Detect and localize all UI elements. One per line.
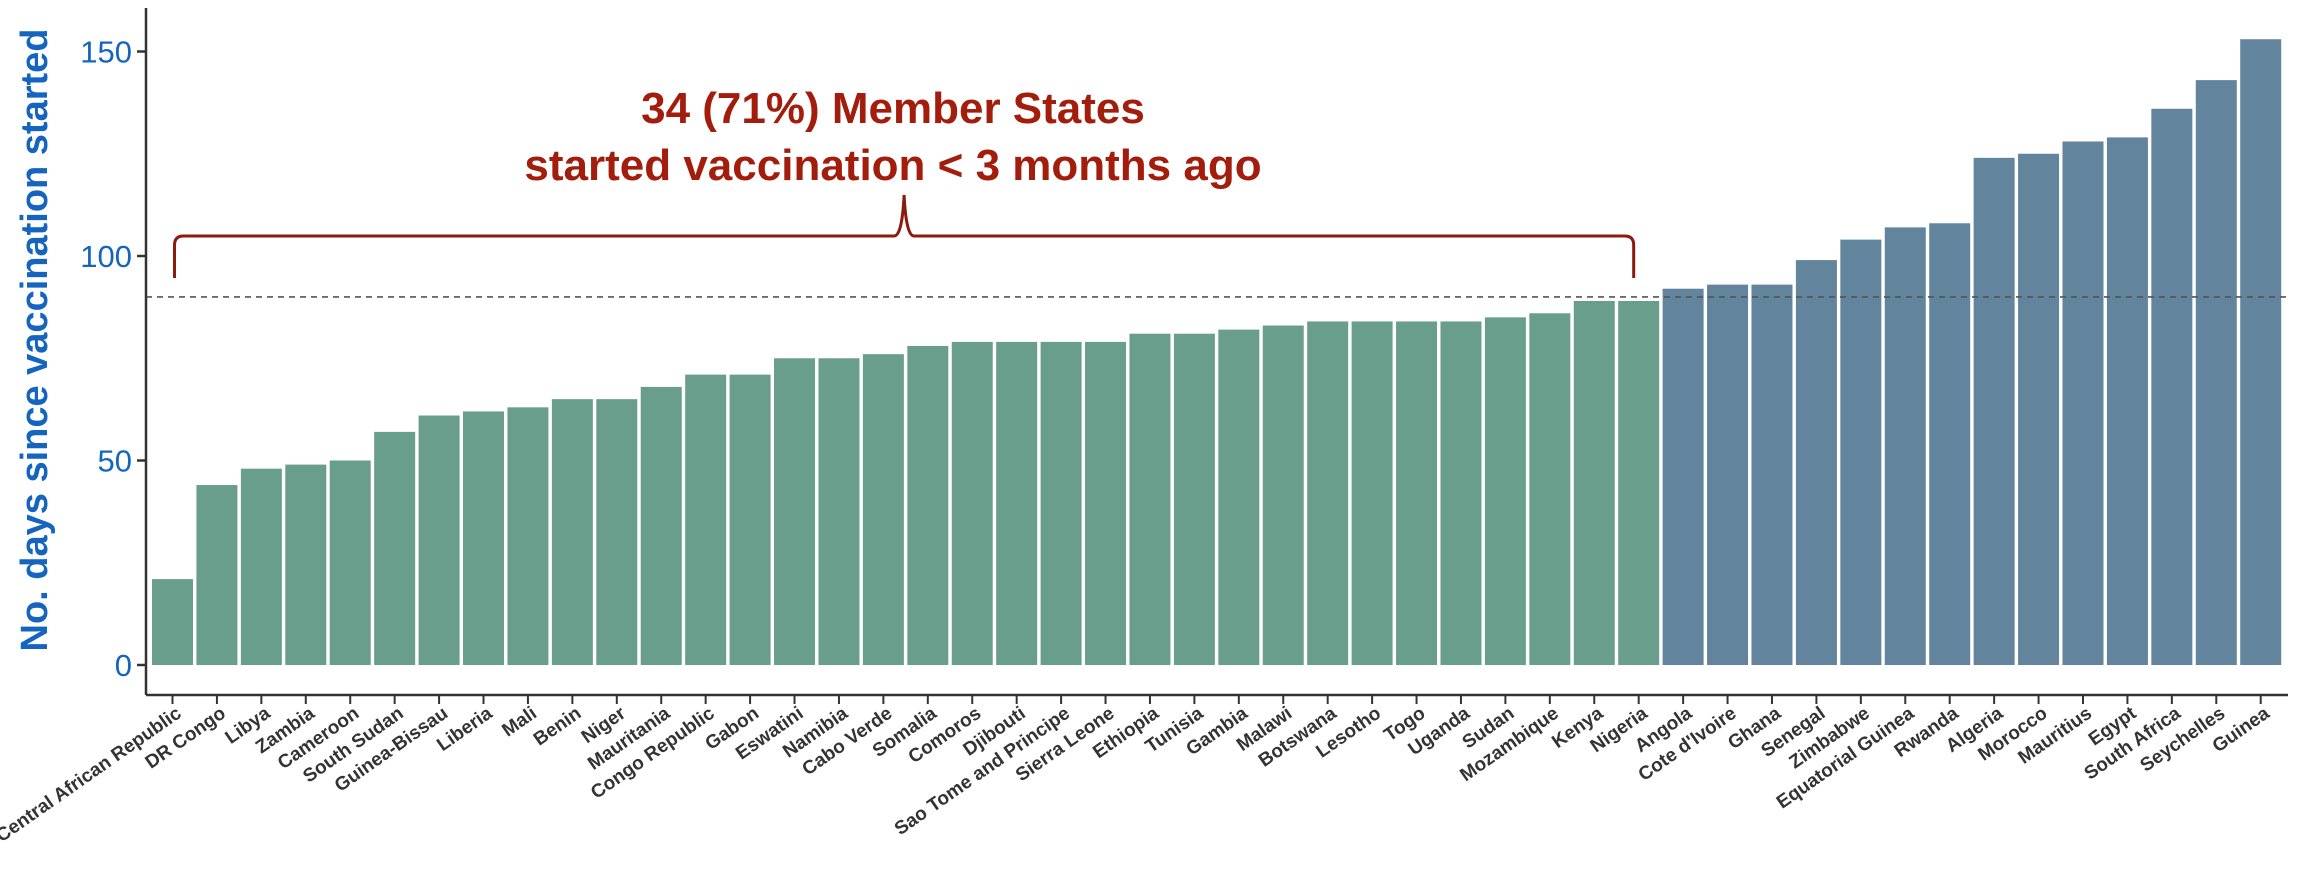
bar	[418, 415, 460, 665]
x-tick-label: Central African Republic	[0, 703, 186, 847]
bars	[152, 39, 2282, 666]
bar	[2062, 141, 2104, 666]
bar	[285, 464, 327, 665]
bar	[1529, 313, 1571, 665]
bar	[2240, 39, 2282, 666]
y-axis-ticks: 0 50 100 150	[80, 35, 146, 683]
bar	[1040, 341, 1082, 665]
y-tick-label: 50	[98, 444, 132, 479]
annotation-line-1: 34 (71%) Member States	[641, 84, 1145, 133]
bar	[774, 358, 816, 665]
bar	[507, 407, 549, 665]
annotation-brace	[173, 194, 1636, 278]
bar	[1884, 227, 1926, 665]
bar	[1840, 239, 1882, 665]
bar	[1573, 300, 1615, 665]
annotation-line-2: started vaccination < 3 months ago	[524, 141, 1261, 190]
bar	[2018, 153, 2060, 665]
bar	[1129, 333, 1171, 665]
bar	[1218, 329, 1260, 665]
x-tick-label: Benin	[530, 703, 585, 750]
bar	[729, 374, 771, 665]
bar	[907, 345, 949, 665]
bar	[1751, 284, 1793, 665]
bar	[1662, 288, 1704, 665]
y-axis-label: No. days since vaccination started	[14, 28, 56, 651]
bar	[152, 579, 193, 665]
bar	[240, 468, 282, 665]
bar	[2106, 137, 2148, 665]
bar	[1484, 317, 1526, 665]
bar	[463, 411, 505, 665]
bar	[862, 354, 904, 665]
bar	[951, 341, 993, 665]
y-tick-label: 100	[80, 239, 132, 274]
bar	[1396, 321, 1438, 665]
bar	[996, 341, 1038, 665]
bar	[1085, 341, 1127, 665]
bar	[818, 358, 860, 665]
bar	[1618, 300, 1660, 665]
bar	[1351, 321, 1393, 665]
y-tick-label: 150	[80, 35, 132, 70]
bar	[596, 399, 638, 665]
bar	[196, 485, 238, 665]
bar	[551, 399, 593, 665]
bar	[1707, 284, 1749, 665]
bar	[1440, 321, 1482, 665]
bar	[329, 460, 371, 665]
bar	[1262, 325, 1304, 665]
bar	[2195, 80, 2237, 665]
bar	[2151, 108, 2193, 665]
bar	[1929, 223, 1971, 665]
bar	[685, 374, 727, 665]
bar	[640, 386, 682, 665]
y-tick-label: 0	[115, 648, 132, 683]
bar	[1173, 333, 1215, 665]
bar	[1795, 260, 1837, 665]
bar	[1973, 157, 2015, 665]
bar	[1307, 321, 1349, 665]
bar	[374, 431, 416, 665]
